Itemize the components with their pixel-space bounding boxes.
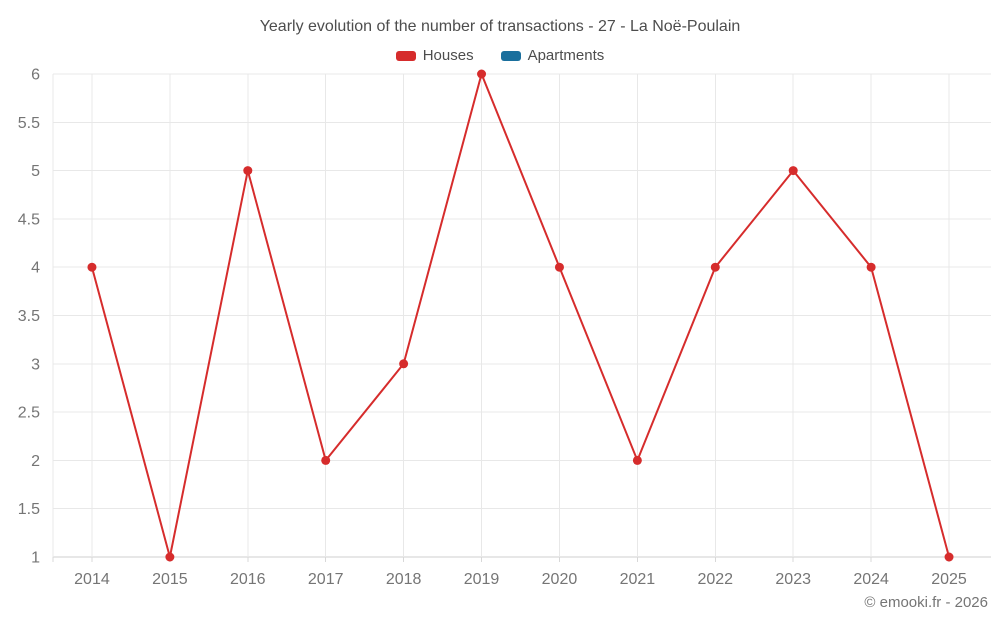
svg-text:2: 2	[31, 453, 40, 470]
svg-text:2024: 2024	[853, 571, 889, 588]
houses-legend-swatch-icon	[395, 51, 416, 61]
svg-text:1.5: 1.5	[18, 501, 40, 518]
apartments-legend-label: Apartments	[527, 47, 605, 64]
svg-text:5.5: 5.5	[18, 115, 40, 132]
copyright-watermark: © emooki.fr - 2026	[864, 594, 988, 611]
svg-text:2022: 2022	[697, 571, 733, 588]
legend-item-apartments[interactable]: Apartments	[500, 47, 605, 65]
legend-item-houses[interactable]: Houses	[395, 47, 474, 65]
svg-text:2.5: 2.5	[18, 405, 40, 422]
svg-text:2020: 2020	[542, 571, 578, 588]
chart-legend: Houses Apartments	[0, 46, 1000, 66]
svg-text:4: 4	[31, 260, 40, 277]
svg-text:6: 6	[31, 67, 40, 84]
svg-text:5: 5	[31, 163, 40, 180]
svg-text:2019: 2019	[464, 571, 500, 588]
chart-title: Yearly evolution of the number of transa…	[259, 18, 741, 35]
svg-text:2016: 2016	[230, 571, 266, 588]
svg-text:2015: 2015	[152, 571, 188, 588]
svg-text:1: 1	[31, 550, 40, 567]
svg-text:2023: 2023	[775, 571, 811, 588]
svg-text:4.5: 4.5	[18, 211, 40, 228]
svg-text:3: 3	[31, 356, 40, 373]
svg-text:2017: 2017	[308, 571, 344, 588]
svg-text:2018: 2018	[386, 571, 422, 588]
houses-legend-label: Houses	[422, 47, 474, 64]
svg-text:2014: 2014	[74, 571, 110, 588]
svg-text:2025: 2025	[931, 571, 967, 588]
apartments-legend-swatch-icon	[500, 51, 521, 61]
svg-text:3.5: 3.5	[18, 308, 40, 325]
svg-text:2021: 2021	[620, 571, 656, 588]
